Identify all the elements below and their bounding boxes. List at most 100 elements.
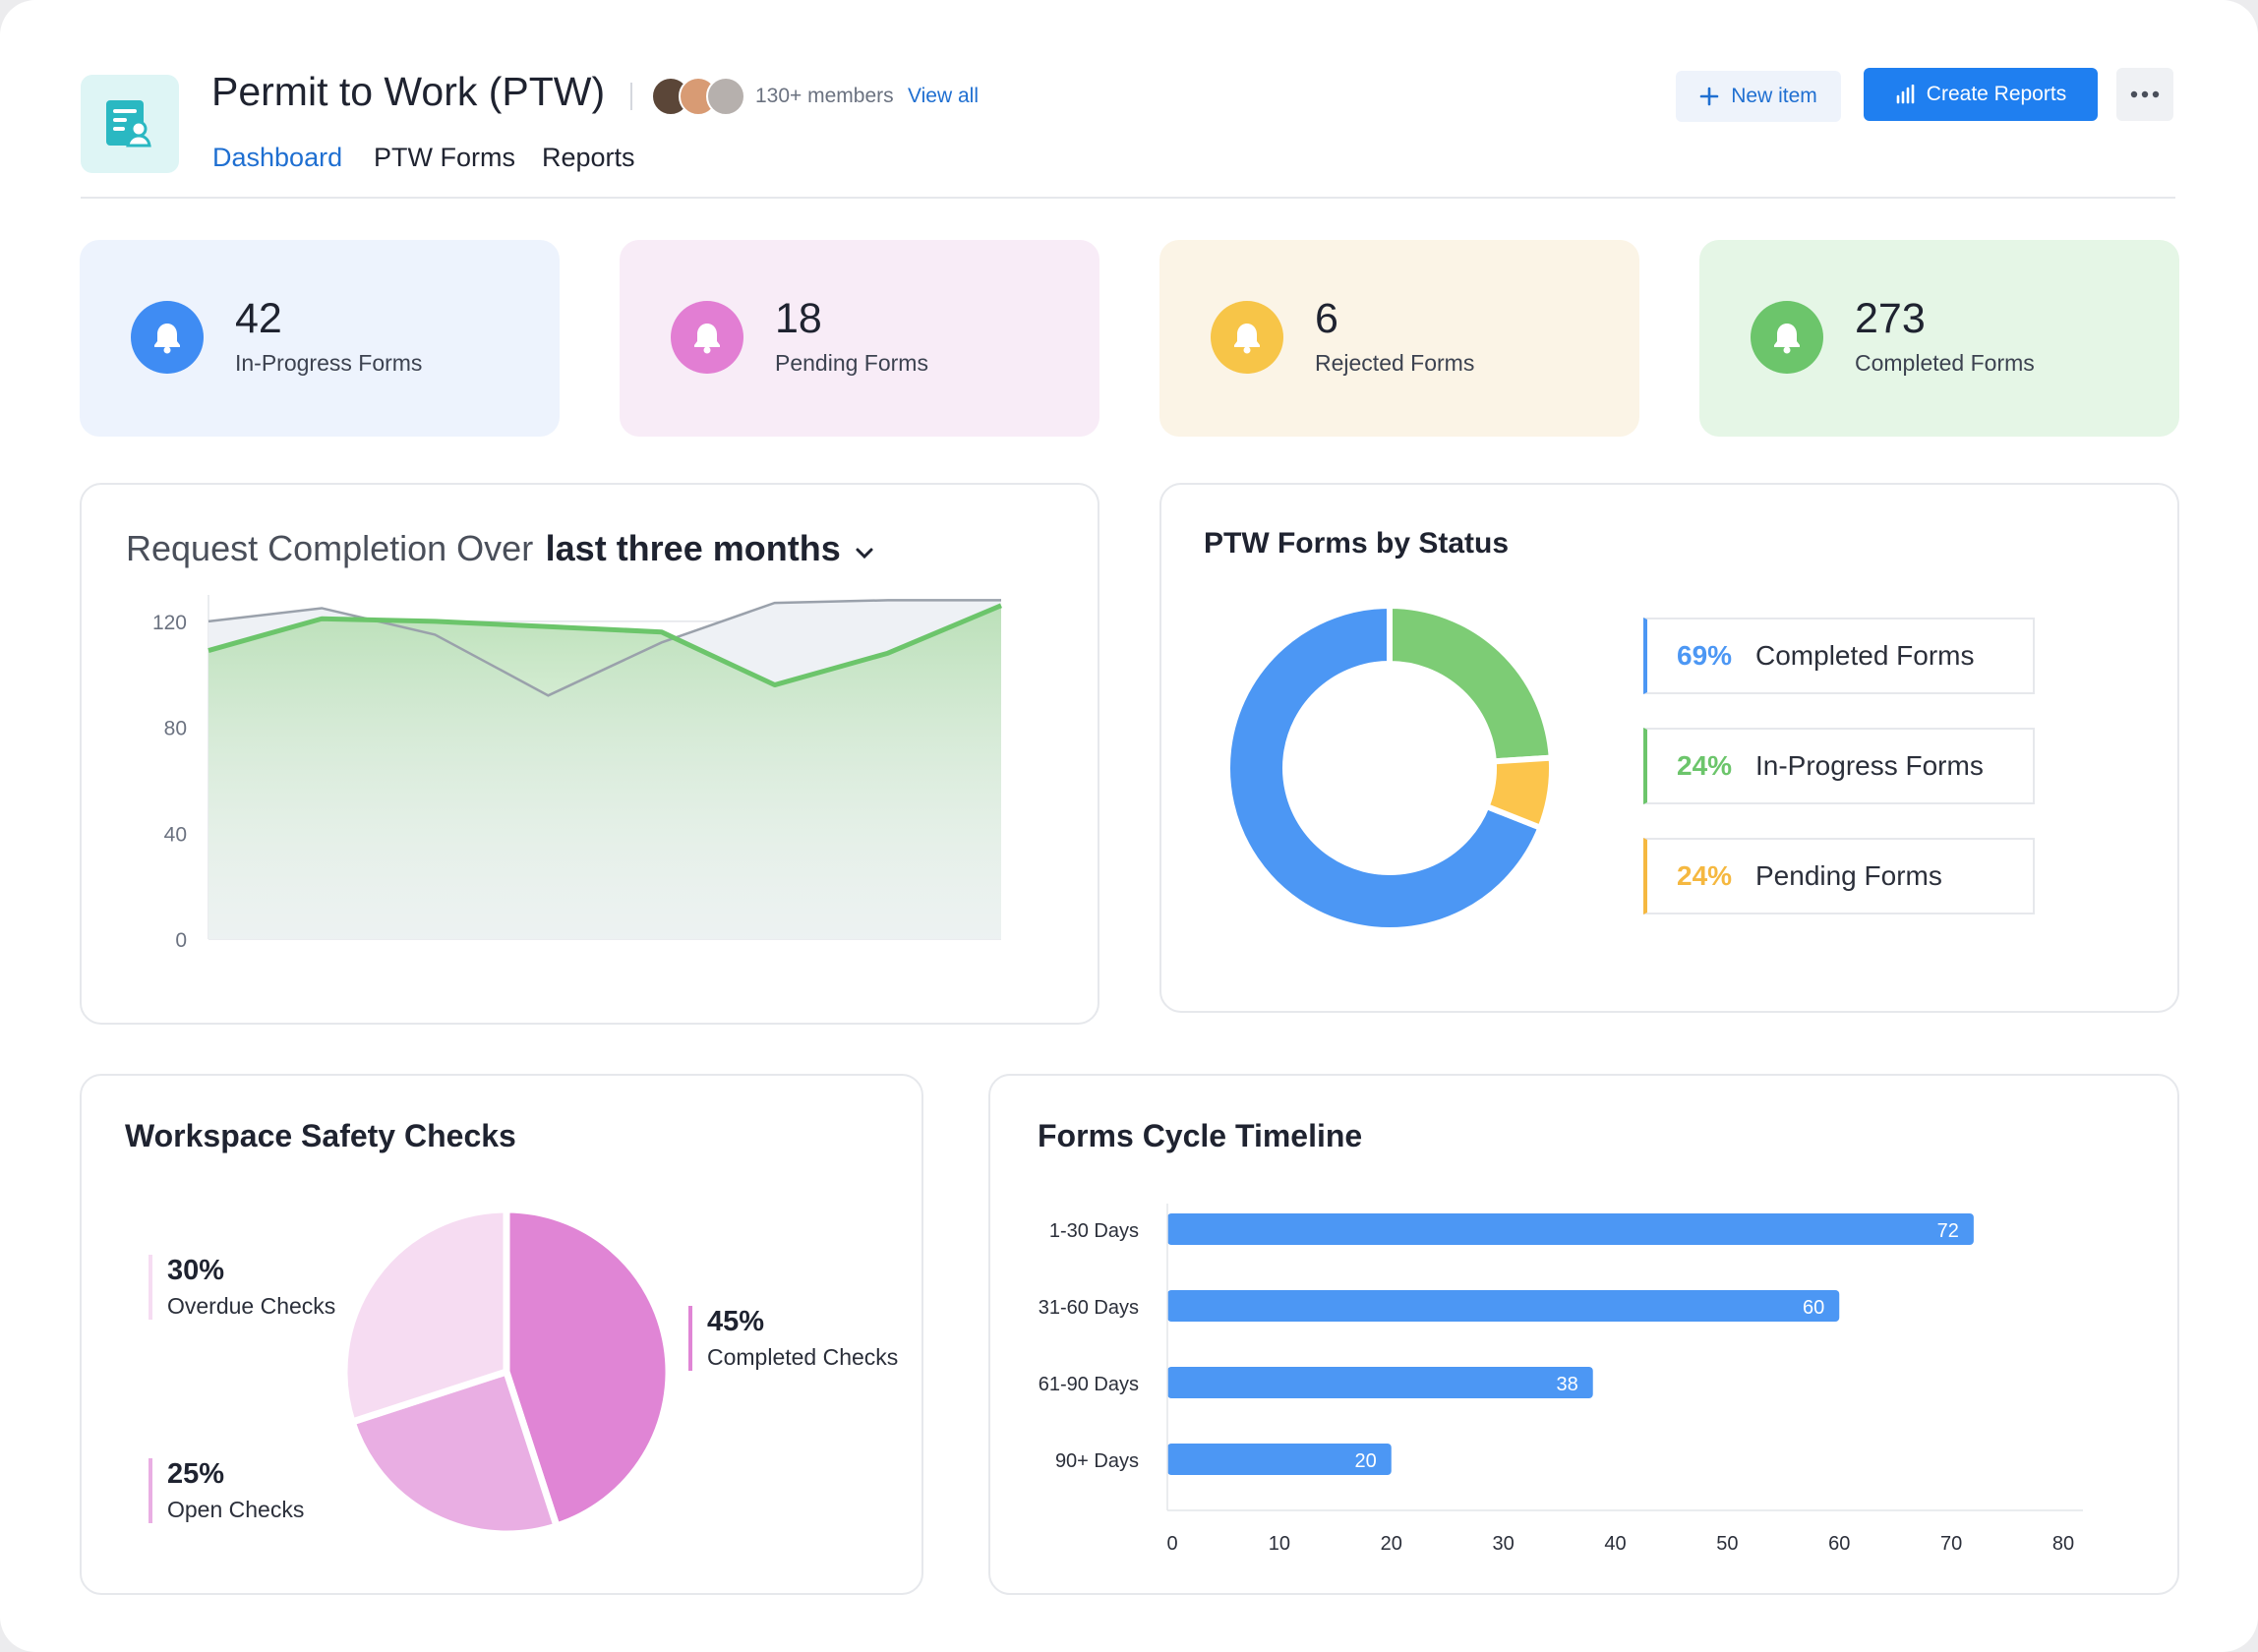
- x-tick-label: 50: [1716, 1533, 1738, 1555]
- bell-icon: [1751, 301, 1823, 374]
- legend-open-checks: 25% Open Checks: [149, 1458, 304, 1523]
- view-all-link[interactable]: View all: [908, 85, 979, 107]
- bell-icon: [131, 301, 204, 374]
- series-area-primary: [208, 605, 1001, 939]
- legend-completed-forms: 69% Completed Forms: [1643, 618, 2035, 694]
- legend-percent: 24%: [1677, 860, 1733, 891]
- bar-chart: 1-30 Days 72 31-60 Days 60 61-90 Days 38 90+ D…: [1039, 1204, 2083, 1555]
- y-tick-label: 0: [175, 929, 187, 952]
- legend-label: Open Checks: [167, 1497, 305, 1522]
- x-tick-label: 10: [1269, 1533, 1290, 1555]
- donut-slice-completed-forms: [1224, 603, 1544, 933]
- header-divider: [630, 83, 632, 110]
- bar-value-label: 72: [1937, 1220, 1959, 1242]
- stat-label: In-Progress Forms: [235, 350, 423, 376]
- more-options-button[interactable]: [2116, 68, 2173, 121]
- category-label: 1-30 Days: [1049, 1220, 1139, 1242]
- period-label: last three months: [545, 528, 841, 568]
- bar: [1167, 1444, 1392, 1475]
- stat-value: 273: [1855, 295, 1926, 342]
- x-tick-label: 30: [1493, 1533, 1515, 1555]
- y-tick-label: 40: [164, 823, 187, 846]
- create-reports-button[interactable]: Create Reports: [1864, 68, 2098, 121]
- pie-slice-overdue-checks: [340, 1206, 510, 1426]
- stat-card-pending[interactable]: 18 Pending Forms: [620, 240, 1099, 437]
- stat-label: Rejected Forms: [1315, 350, 1475, 376]
- stat-card-completed[interactable]: 273 Completed Forms: [1699, 240, 2179, 437]
- donut-slice-in-progress-forms: [1387, 603, 1555, 765]
- new-item-button[interactable]: New item: [1676, 71, 1841, 122]
- stat-card-in-progress[interactable]: 42 In-Progress Forms: [80, 240, 560, 437]
- category-label: 61-90 Days: [1039, 1374, 1139, 1395]
- request-completion-title: Request Completion Over last three month…: [126, 528, 874, 569]
- bar-value-label: 38: [1556, 1374, 1577, 1395]
- pie-slice-completed-checks: [503, 1206, 673, 1530]
- category-label: 90+ Days: [1055, 1450, 1139, 1472]
- area-chart: 120 80 40 0: [152, 595, 1002, 952]
- series-line-primary: [208, 603, 1002, 688]
- plus-icon: [1699, 87, 1719, 106]
- legend-label: Completed Checks: [707, 1344, 899, 1370]
- bar: [1167, 1213, 1974, 1245]
- status-panel-title: PTW Forms by Status: [1204, 527, 1510, 560]
- legend-percent: 30%: [167, 1255, 225, 1286]
- series-line-secondary: [208, 599, 1001, 697]
- stat-card-rejected[interactable]: 6 Rejected Forms: [1159, 240, 1639, 437]
- bar-value-label: 60: [1803, 1297, 1824, 1319]
- bar-chart-icon: [1896, 85, 1915, 104]
- legend-percent: 24%: [1677, 750, 1733, 781]
- legend-overdue-checks: 30% Overdue Checks: [149, 1255, 335, 1320]
- legend-completed-checks: 45% Completed Checks: [688, 1306, 898, 1371]
- stat-value: 42: [235, 295, 282, 342]
- donut-chart: [1224, 603, 1555, 933]
- y-tick-label: 80: [164, 718, 187, 740]
- y-tick-label: 120: [152, 612, 187, 634]
- legend-pending-forms: 24% Pending Forms: [1643, 838, 2035, 914]
- legend-label: Completed Forms: [1755, 640, 1975, 671]
- stat-value: 6: [1315, 295, 1338, 342]
- stat-value: 18: [775, 295, 822, 342]
- period-dropdown[interactable]: last three months: [546, 528, 874, 568]
- tab-dashboard[interactable]: Dashboard: [212, 143, 343, 172]
- page-title: Permit to Work (PTW): [211, 69, 606, 114]
- chevron-down-icon: [856, 548, 873, 560]
- legend-label: Overdue Checks: [167, 1293, 336, 1319]
- bar: [1167, 1367, 1593, 1398]
- bar: [1167, 1290, 1840, 1322]
- legend-percent: 25%: [167, 1458, 225, 1490]
- bell-icon: [671, 301, 743, 374]
- legend-label: In-Progress Forms: [1755, 750, 1984, 781]
- category-label: 31-60 Days: [1039, 1297, 1139, 1319]
- cycle-timeline-title: Forms Cycle Timeline: [1038, 1118, 1363, 1153]
- chart-title-prefix: Request Completion Over: [126, 528, 534, 568]
- tab-ptw-forms[interactable]: PTW Forms: [374, 143, 515, 172]
- tab-reports[interactable]: Reports: [542, 143, 635, 172]
- pie-slice-open-checks: [348, 1368, 561, 1538]
- stat-label: Completed Forms: [1855, 350, 2035, 376]
- safety-checks-title: Workspace Safety Checks: [125, 1118, 516, 1153]
- x-tick-label: 20: [1381, 1533, 1402, 1555]
- stat-label: Pending Forms: [775, 350, 928, 376]
- app-logo-icon: [81, 75, 179, 173]
- legend-label: Pending Forms: [1755, 860, 1942, 891]
- cycle-timeline-panel: [988, 1074, 2179, 1595]
- legend-in-progress-forms: 24% In-Progress Forms: [1643, 728, 2035, 804]
- bell-icon: [1211, 301, 1283, 374]
- avatar: [706, 77, 745, 116]
- legend-percent: 69%: [1677, 640, 1733, 671]
- x-tick-label: 60: [1828, 1533, 1850, 1555]
- new-item-label: New item: [1731, 85, 1817, 107]
- x-tick-label: 80: [2052, 1533, 2074, 1555]
- legend-percent: 45%: [707, 1306, 765, 1337]
- member-avatars[interactable]: [651, 77, 749, 116]
- members-count: 130+ members: [755, 85, 894, 107]
- header-divider: [81, 197, 2175, 199]
- ellipsis-icon: [2130, 90, 2160, 98]
- create-reports-label: Create Reports: [1926, 83, 2067, 105]
- donut-slice-pending-forms: [1483, 754, 1555, 831]
- x-tick-label: 70: [1940, 1533, 1962, 1555]
- x-tick-label: 0: [1166, 1533, 1177, 1555]
- pie-chart: [340, 1206, 673, 1538]
- bar-value-label: 20: [1355, 1450, 1377, 1472]
